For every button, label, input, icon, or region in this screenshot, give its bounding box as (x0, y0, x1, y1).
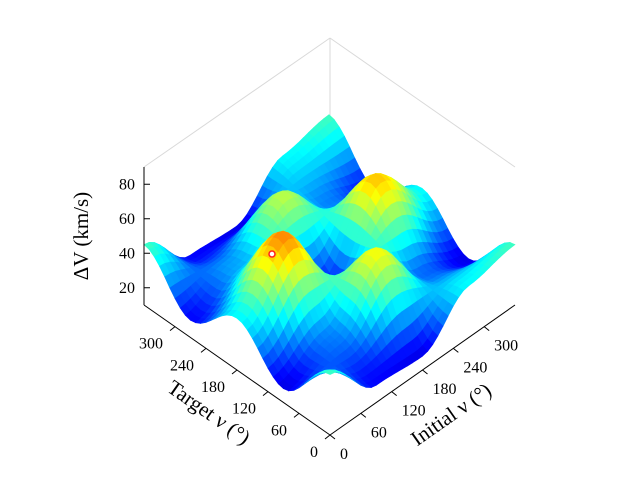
target-tick-label: 180 (201, 379, 225, 396)
initial-tick-label: 120 (402, 403, 426, 420)
target-tick-label: 120 (232, 401, 256, 418)
initial-tick-mark (453, 347, 459, 353)
target-tick-label: 60 (271, 422, 287, 439)
initial-tick-mark (360, 412, 367, 418)
target-tick-mark (262, 391, 269, 397)
z-tick-label: 80 (119, 176, 135, 193)
initial-tick-label: 60 (371, 424, 387, 441)
optimum-marker (268, 250, 276, 258)
z-tick-label: 20 (119, 280, 135, 297)
initial-axis-ticks: 0 60 120 180 240 300 (329, 326, 518, 463)
target-axis-ticks: 0 60 120 180 240 300 (139, 326, 331, 461)
z-tick-label: 60 (119, 211, 135, 228)
z-axis-ticks: 20 40 60 80 (119, 176, 150, 297)
initial-tick-label: 300 (494, 338, 518, 355)
target-tick-label: 0 (310, 444, 318, 461)
initial-tick-mark (329, 434, 336, 440)
initial-tick-mark (483, 326, 490, 332)
target-tick-label: 240 (170, 357, 194, 374)
surface-patch (324, 369, 336, 375)
target-tick-mark (169, 326, 176, 332)
dv-surface (143, 114, 516, 392)
initial-tick-mark (391, 391, 397, 397)
target-tick-mark (324, 434, 331, 440)
axes-box (143, 37, 516, 168)
target-tick-mark (293, 412, 300, 418)
target-tick-label: 300 (139, 336, 163, 353)
target-tick-mark (200, 347, 207, 353)
initial-tick-label: 180 (433, 381, 457, 398)
z-tick-label: 40 (119, 245, 135, 262)
initial-tick-mark (422, 369, 428, 375)
target-tick-mark (231, 369, 238, 375)
initial-tick-label: 0 (340, 446, 348, 463)
initial-tick-label: 240 (463, 359, 487, 376)
z-axis-label: ΔV (km/s) (69, 192, 93, 280)
